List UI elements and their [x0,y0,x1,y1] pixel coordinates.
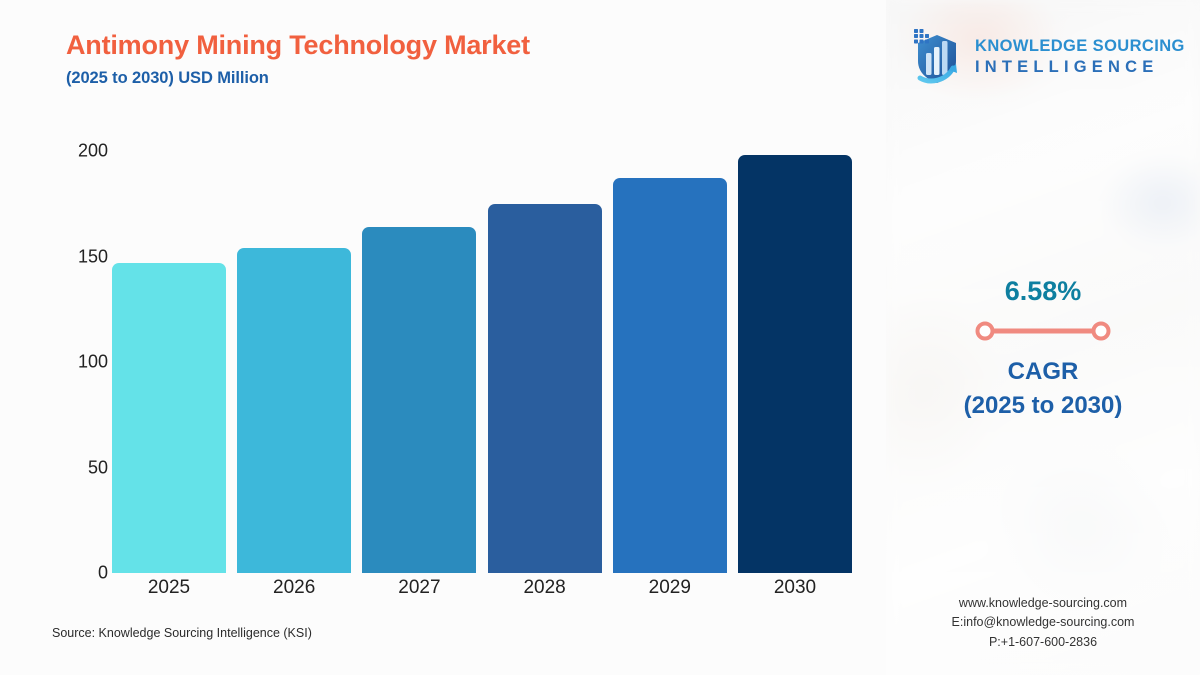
bar-group [362,151,477,573]
brand-logo: KNOWLEDGE SOURCING INTELLIGENCE [908,26,1184,88]
x-axis-tick-label: 2030 [773,577,817,598]
chart-panel: Antimony Mining Technology Market (2025 … [0,0,852,675]
bar-2029[interactable] [612,178,727,573]
contact-email[interactable]: E:info@knowledge-sourcing.com [951,615,1135,630]
bar-group [612,151,727,573]
y-axis-tick-label: 150 [77,246,108,266]
bar-2026[interactable] [237,248,352,573]
bar-2025[interactable] [112,262,226,573]
contact-phone: P:+1-607-600-2836 [988,634,1098,649]
y-axis-tick-label: 200 [77,140,108,161]
bar-group [738,151,852,573]
source-note: Source: Knowledge Sourcing Intelligence … [52,626,312,640]
y-axis-tick-label: 100 [77,351,108,372]
bar-group [112,151,226,573]
cagr-connector-icon [975,321,1111,341]
brand-name-line1: KNOWLEDGE SOURCING [975,37,1185,56]
side-panel: KNOWLEDGE SOURCING INTELLIGENCE 6.58% CA… [886,0,1200,675]
x-axis-tick-label: 2029 [648,577,691,598]
x-axis-tick-label: 2026 [273,577,316,598]
cagr-block: 6.58% CAGR (2025 to 2030) [886,276,1200,420]
contact-info: www.knowledge-sourcing.com E:info@knowle… [886,594,1200,652]
bar-group [237,151,352,573]
y-axis-tick-label: 50 [87,457,108,477]
bar-2028[interactable] [487,203,602,573]
chart-header: Antimony Mining Technology Market (2025 … [66,30,530,88]
page-title: Antimony Mining Technology Market [66,30,530,60]
cagr-label: CAGR [1007,358,1079,385]
y-axis: 0 50 100 150 200 [0,0,108,675]
side-panel-overlay [886,0,1200,675]
brand-logo-text: KNOWLEDGE SOURCING INTELLIGENCE [975,38,1185,76]
cagr-range: (2025 to 2030) [963,392,1123,419]
x-axis-tick-label: 2028 [523,577,566,598]
bar-2027[interactable] [362,226,477,573]
bar-chart: 0 50 100 150 200 2025 2026 2027 2028 2029 2030 [0,0,852,675]
x-axis-tick-label: 2027 [398,577,441,598]
cagr-value: 6.58% [1004,276,1082,306]
knowledge-sourcing-shield-logo-icon [908,28,966,86]
bar-2030[interactable] [738,155,852,573]
contact-website[interactable]: www.knowledge-sourcing.com [958,596,1128,610]
x-axis-tick-label: 2025 [147,577,191,598]
brand-name-line2: INTELLIGENCE [975,58,1159,77]
bar-group [487,151,602,573]
page-subtitle: (2025 to 2030) USD Million [66,69,269,87]
plot-area: 2025 2026 2027 2028 2029 2030 [112,151,852,598]
y-axis-tick-label: 0 [97,562,108,583]
